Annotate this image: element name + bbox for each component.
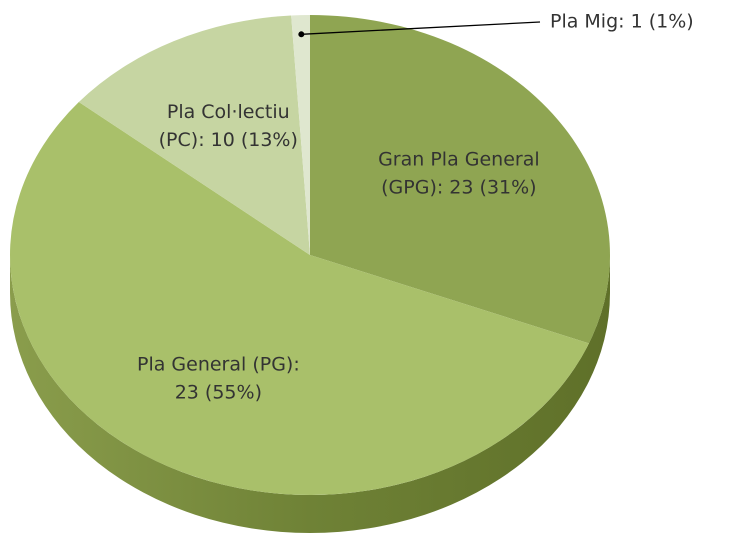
data-label: 23 (55%) [175, 381, 262, 403]
leader-line [301, 21, 541, 35]
labels: Gran Pla General (GPG): 23 (31%) Pla Gener… [137, 11, 694, 404]
data-label: Pla Col·lectiu [167, 101, 290, 123]
slices [9, 15, 611, 495]
leader-dot [298, 31, 305, 38]
pie-slice [291, 15, 310, 255]
data-label: Pla Mig: 1 (1%) [550, 11, 694, 33]
pie-slice [9, 102, 589, 495]
pie-slice [310, 15, 611, 344]
pie-slice [78, 15, 310, 255]
data-label: (PC): 10 (13%) [159, 129, 298, 151]
pie-side [10, 255, 610, 533]
data-label: Gran Pla General [378, 149, 540, 171]
data-label: (GPG): 23 (31%) [381, 177, 536, 199]
data-label: Pla General (PG): [137, 353, 300, 375]
